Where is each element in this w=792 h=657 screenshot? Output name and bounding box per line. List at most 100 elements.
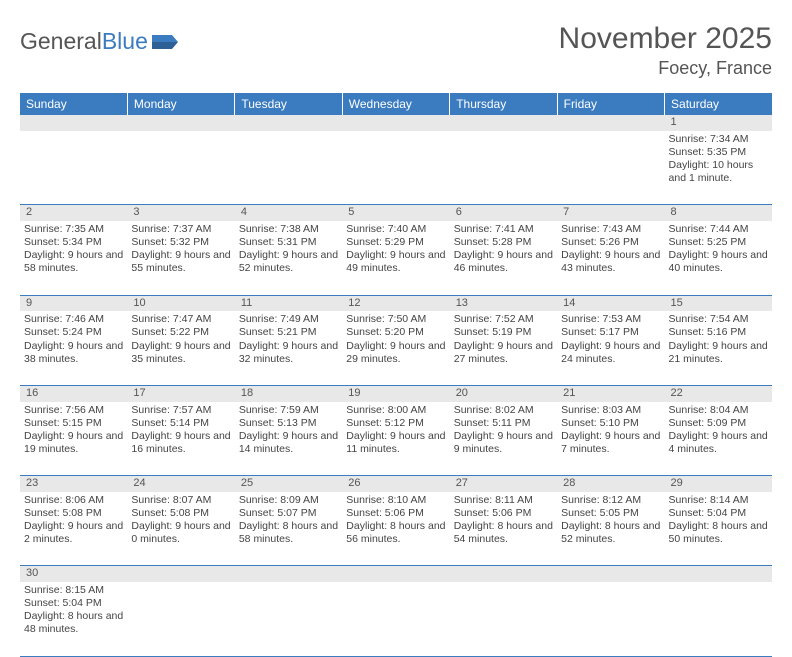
day-number — [127, 115, 234, 131]
daylight-text: Daylight: 9 hours and 4 minutes. — [669, 430, 768, 456]
weekday-header: Thursday — [450, 93, 557, 115]
day-number: 21 — [557, 385, 664, 401]
day-number: 23 — [20, 476, 127, 492]
sunset-text: Sunset: 5:09 PM — [669, 417, 768, 430]
sunrise-text: Sunrise: 8:12 AM — [561, 494, 660, 507]
weekday-header: Wednesday — [342, 93, 449, 115]
day-number: 5 — [342, 205, 449, 221]
day-cell: Sunrise: 7:49 AMSunset: 5:21 PMDaylight:… — [235, 311, 342, 385]
sunset-text: Sunset: 5:26 PM — [561, 236, 660, 249]
sunset-text: Sunset: 5:08 PM — [24, 507, 123, 520]
day-cell: Sunrise: 8:12 AMSunset: 5:05 PMDaylight:… — [557, 492, 664, 566]
daylight-text: Daylight: 8 hours and 52 minutes. — [561, 520, 660, 546]
sunrise-text: Sunrise: 8:00 AM — [346, 404, 445, 417]
sunrise-text: Sunrise: 7:44 AM — [669, 223, 768, 236]
sunrise-text: Sunrise: 7:46 AM — [24, 313, 123, 326]
day-number — [450, 115, 557, 131]
day-cell: Sunrise: 7:54 AMSunset: 5:16 PMDaylight:… — [665, 311, 772, 385]
day-cell: Sunrise: 8:04 AMSunset: 5:09 PMDaylight:… — [665, 402, 772, 476]
day-number: 25 — [235, 476, 342, 492]
day-number: 3 — [127, 205, 234, 221]
day-cell — [127, 131, 234, 205]
day-cell: Sunrise: 8:14 AMSunset: 5:04 PMDaylight:… — [665, 492, 772, 566]
daylight-text: Daylight: 9 hours and 52 minutes. — [239, 249, 338, 275]
day-number — [235, 115, 342, 131]
day-number: 8 — [665, 205, 772, 221]
sunrise-text: Sunrise: 7:43 AM — [561, 223, 660, 236]
day-number: 20 — [450, 385, 557, 401]
logo-text-2: Blue — [102, 28, 148, 55]
day-number: 11 — [235, 295, 342, 311]
sunset-text: Sunset: 5:15 PM — [24, 417, 123, 430]
daylight-text: Daylight: 8 hours and 48 minutes. — [24, 610, 123, 636]
daylight-text: Daylight: 9 hours and 14 minutes. — [239, 430, 338, 456]
day-cell — [235, 582, 342, 656]
sunset-text: Sunset: 5:16 PM — [669, 326, 768, 339]
sunrise-text: Sunrise: 8:07 AM — [131, 494, 230, 507]
sunset-text: Sunset: 5:04 PM — [24, 597, 123, 610]
daylight-text: Daylight: 9 hours and 35 minutes. — [131, 340, 230, 366]
logo-flag-icon — [152, 33, 178, 51]
daylight-text: Daylight: 9 hours and 29 minutes. — [346, 340, 445, 366]
sunrise-text: Sunrise: 7:52 AM — [454, 313, 553, 326]
day-number: 4 — [235, 205, 342, 221]
sunrise-text: Sunrise: 7:56 AM — [24, 404, 123, 417]
sunrise-text: Sunrise: 7:49 AM — [239, 313, 338, 326]
sunset-text: Sunset: 5:11 PM — [454, 417, 553, 430]
day-cell: Sunrise: 8:03 AMSunset: 5:10 PMDaylight:… — [557, 402, 664, 476]
daylight-text: Daylight: 9 hours and 11 minutes. — [346, 430, 445, 456]
day-number-row: 30 — [20, 566, 772, 582]
sunset-text: Sunset: 5:22 PM — [131, 326, 230, 339]
sunrise-text: Sunrise: 8:03 AM — [561, 404, 660, 417]
daylight-text: Daylight: 9 hours and 38 minutes. — [24, 340, 123, 366]
day-number-row: 23242526272829 — [20, 476, 772, 492]
sunset-text: Sunset: 5:32 PM — [131, 236, 230, 249]
sunrise-text: Sunrise: 7:53 AM — [561, 313, 660, 326]
day-cell: Sunrise: 7:46 AMSunset: 5:24 PMDaylight:… — [20, 311, 127, 385]
logo-text-1: General — [20, 28, 102, 55]
sunset-text: Sunset: 5:21 PM — [239, 326, 338, 339]
day-cell — [450, 131, 557, 205]
day-cell: Sunrise: 8:00 AMSunset: 5:12 PMDaylight:… — [342, 402, 449, 476]
day-cell: Sunrise: 8:06 AMSunset: 5:08 PMDaylight:… — [20, 492, 127, 566]
sunset-text: Sunset: 5:06 PM — [346, 507, 445, 520]
day-cell: Sunrise: 7:40 AMSunset: 5:29 PMDaylight:… — [342, 221, 449, 295]
sunset-text: Sunset: 5:35 PM — [669, 146, 768, 159]
day-cell — [342, 582, 449, 656]
daylight-text: Daylight: 9 hours and 2 minutes. — [24, 520, 123, 546]
sunset-text: Sunset: 5:08 PM — [131, 507, 230, 520]
day-content-row: Sunrise: 7:35 AMSunset: 5:34 PMDaylight:… — [20, 221, 772, 295]
daylight-text: Daylight: 9 hours and 55 minutes. — [131, 249, 230, 275]
sunrise-text: Sunrise: 8:11 AM — [454, 494, 553, 507]
day-cell: Sunrise: 7:34 AMSunset: 5:35 PMDaylight:… — [665, 131, 772, 205]
daylight-text: Daylight: 8 hours and 58 minutes. — [239, 520, 338, 546]
logo: GeneralBlue — [20, 28, 178, 55]
calendar-table: SundayMondayTuesdayWednesdayThursdayFrid… — [20, 93, 772, 657]
title-block: November 2025 Foecy, France — [559, 22, 772, 79]
daylight-text: Daylight: 9 hours and 16 minutes. — [131, 430, 230, 456]
day-cell — [557, 131, 664, 205]
sunset-text: Sunset: 5:24 PM — [24, 326, 123, 339]
day-cell — [235, 131, 342, 205]
day-number: 12 — [342, 295, 449, 311]
sunset-text: Sunset: 5:20 PM — [346, 326, 445, 339]
day-cell: Sunrise: 7:50 AMSunset: 5:20 PMDaylight:… — [342, 311, 449, 385]
day-number — [557, 566, 664, 582]
day-cell — [20, 131, 127, 205]
sunset-text: Sunset: 5:31 PM — [239, 236, 338, 249]
daylight-text: Daylight: 9 hours and 9 minutes. — [454, 430, 553, 456]
day-cell: Sunrise: 8:07 AMSunset: 5:08 PMDaylight:… — [127, 492, 234, 566]
sunset-text: Sunset: 5:25 PM — [669, 236, 768, 249]
day-number: 7 — [557, 205, 664, 221]
weekday-header: Friday — [557, 93, 664, 115]
day-cell — [342, 131, 449, 205]
day-cell — [557, 582, 664, 656]
day-cell: Sunrise: 7:38 AMSunset: 5:31 PMDaylight:… — [235, 221, 342, 295]
day-cell: Sunrise: 7:57 AMSunset: 5:14 PMDaylight:… — [127, 402, 234, 476]
day-number: 26 — [342, 476, 449, 492]
day-number: 14 — [557, 295, 664, 311]
day-cell: Sunrise: 8:10 AMSunset: 5:06 PMDaylight:… — [342, 492, 449, 566]
daylight-text: Daylight: 9 hours and 32 minutes. — [239, 340, 338, 366]
day-cell — [450, 582, 557, 656]
sunset-text: Sunset: 5:05 PM — [561, 507, 660, 520]
